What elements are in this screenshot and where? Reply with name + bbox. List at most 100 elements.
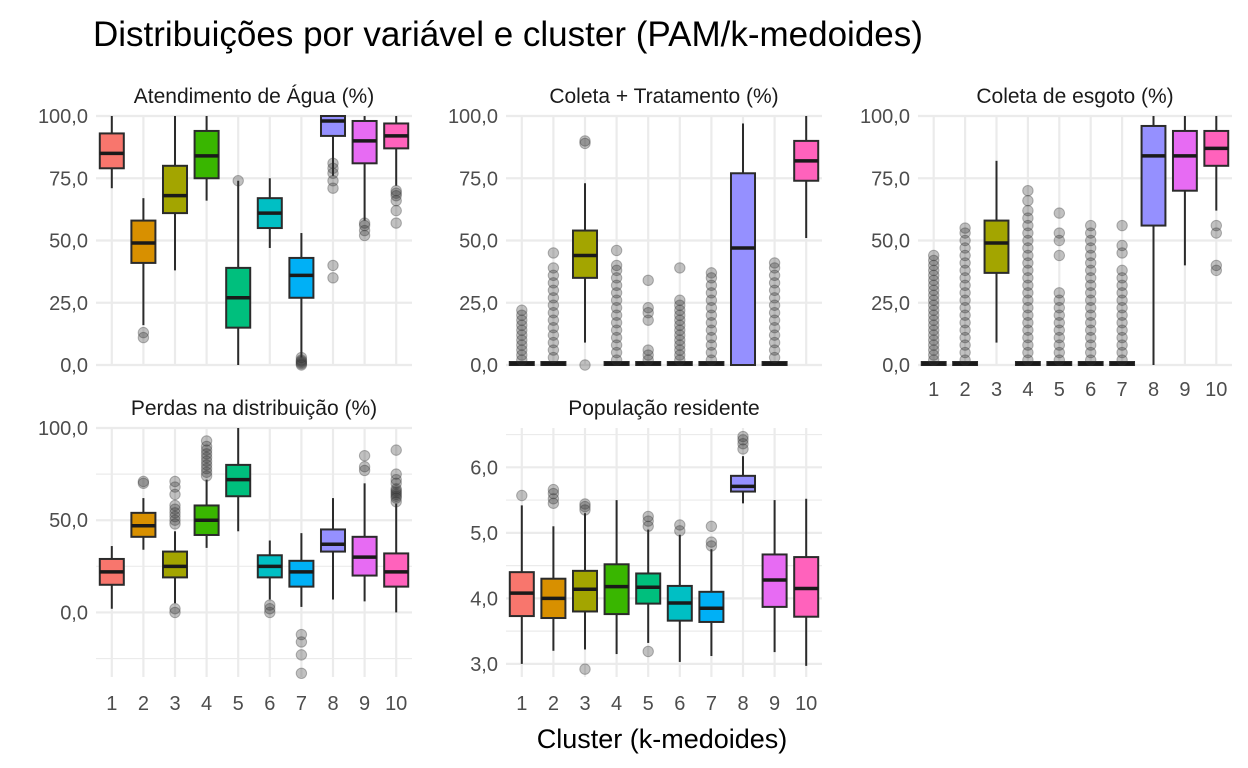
outlier-point bbox=[705, 294, 718, 306]
outlier-point bbox=[1022, 257, 1034, 269]
outlier-point bbox=[1116, 309, 1128, 321]
outlier-point bbox=[516, 324, 528, 336]
outlier-point bbox=[169, 518, 181, 530]
outlier-point bbox=[327, 162, 339, 174]
box-iqr bbox=[1140, 124, 1167, 227]
box-cluster-2 bbox=[540, 247, 567, 366]
outlier-point bbox=[547, 497, 560, 510]
outlier-point bbox=[1085, 279, 1097, 292]
y-tick-label: 50,0 bbox=[49, 510, 88, 532]
outlier-point bbox=[610, 287, 623, 299]
outlier-point bbox=[674, 319, 686, 331]
outlier-point bbox=[959, 279, 971, 292]
outlier-point bbox=[1116, 272, 1128, 284]
x-tick-label: 5 bbox=[643, 693, 654, 715]
outlier-point bbox=[705, 536, 718, 548]
outlier-point bbox=[1085, 249, 1097, 262]
outlier-point bbox=[516, 354, 528, 366]
x-tick-label: 3 bbox=[169, 693, 180, 715]
outlier-point bbox=[928, 289, 940, 301]
outlier-point bbox=[579, 359, 591, 371]
box-cluster-1 bbox=[508, 304, 535, 366]
outlier-point bbox=[390, 194, 402, 207]
outlier-point bbox=[768, 269, 781, 282]
outlier-point bbox=[1116, 354, 1128, 366]
box-cluster-1 bbox=[98, 546, 125, 609]
outlier-point bbox=[516, 334, 528, 346]
outlier-point bbox=[928, 314, 940, 326]
outlier-point bbox=[327, 272, 339, 284]
outlier-point bbox=[264, 603, 276, 615]
outlier-point bbox=[516, 309, 528, 321]
outlier-point bbox=[547, 344, 560, 356]
outlier-point bbox=[705, 331, 718, 344]
outlier-point bbox=[674, 349, 686, 361]
outlier-point bbox=[390, 468, 402, 480]
y-tick-label: 25,0 bbox=[459, 293, 498, 315]
box-cluster-6 bbox=[256, 178, 283, 248]
y-tick-label: 50,0 bbox=[459, 231, 498, 253]
y-tick-label: 4,0 bbox=[470, 588, 498, 610]
outlier-point bbox=[705, 302, 718, 314]
outlier-point bbox=[137, 477, 150, 490]
outlier-point bbox=[705, 354, 718, 366]
outlier-point bbox=[295, 649, 308, 661]
x-tick-label: 8 bbox=[1148, 379, 1159, 401]
box-cluster-9 bbox=[761, 257, 788, 366]
outlier-point bbox=[674, 324, 686, 336]
x-tick-label: 10 bbox=[1205, 379, 1227, 401]
outlier-point bbox=[390, 189, 402, 202]
box-cluster-3 bbox=[571, 498, 599, 675]
outlier-point bbox=[1022, 354, 1034, 366]
box-cluster-1 bbox=[920, 249, 947, 366]
x-tick-label: 7 bbox=[1117, 379, 1128, 401]
outlier-point bbox=[547, 329, 560, 341]
outlier-point bbox=[959, 257, 971, 269]
outlier-point bbox=[358, 224, 371, 237]
outlier-point bbox=[1053, 207, 1066, 219]
outlier-point bbox=[1085, 234, 1097, 247]
outlier-point bbox=[959, 294, 971, 306]
outlier-point bbox=[1053, 354, 1066, 366]
box-cluster-10 bbox=[383, 444, 410, 613]
box-cluster-4 bbox=[603, 244, 630, 366]
outlier-point bbox=[1022, 302, 1034, 314]
outlier-point bbox=[928, 324, 940, 336]
outlier-point bbox=[137, 326, 150, 339]
y-tick-label: 100,0 bbox=[448, 106, 498, 128]
outlier-point bbox=[674, 519, 686, 531]
outlier-point bbox=[1022, 294, 1034, 306]
outlier-point bbox=[1085, 309, 1097, 321]
y-tick-label: 100,0 bbox=[38, 106, 88, 128]
outlier-point bbox=[1053, 309, 1066, 321]
outlier-point bbox=[928, 304, 940, 316]
outlier-point bbox=[200, 448, 213, 460]
y-tick-label: 25,0 bbox=[49, 293, 88, 315]
outlier-point bbox=[928, 329, 940, 341]
outlier-point bbox=[358, 217, 371, 229]
outlier-point bbox=[674, 304, 686, 316]
outlier-point bbox=[1022, 346, 1034, 359]
outlier-point bbox=[642, 354, 654, 366]
outlier-point bbox=[642, 645, 654, 658]
outlier-point bbox=[737, 438, 749, 450]
outlier-point bbox=[169, 606, 181, 619]
outlier-point bbox=[610, 324, 623, 336]
facet-title: Atendimento de Água (%) bbox=[134, 85, 374, 108]
outlier-point bbox=[1022, 264, 1034, 277]
outlier-point bbox=[674, 339, 686, 351]
outlier-point bbox=[547, 493, 560, 505]
box-cluster-10 bbox=[793, 116, 820, 239]
outlier-point bbox=[547, 277, 560, 289]
outlier-point bbox=[610, 331, 623, 344]
outlier-point bbox=[705, 316, 718, 329]
box-cluster-3 bbox=[983, 160, 1010, 343]
y-tick-label: 0,0 bbox=[882, 355, 910, 377]
outlier-point bbox=[1022, 331, 1034, 344]
box-iqr bbox=[729, 474, 757, 493]
outlier-point bbox=[674, 294, 686, 306]
outlier-point bbox=[959, 316, 971, 329]
outlier-point bbox=[642, 349, 654, 361]
outlier-point bbox=[737, 430, 749, 443]
y-tick-label: 3,0 bbox=[470, 654, 498, 676]
